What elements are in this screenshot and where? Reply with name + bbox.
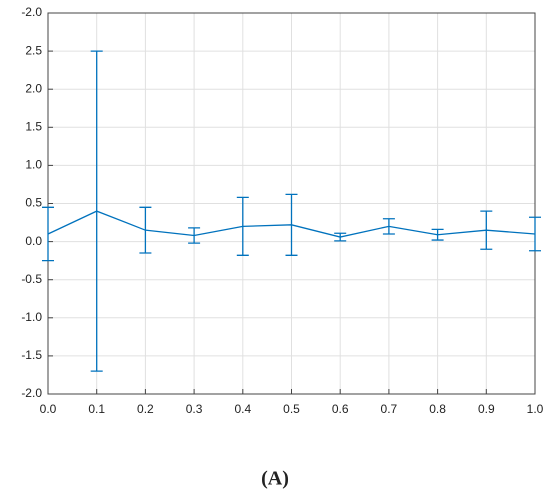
x-tick-label: 0.4 bbox=[234, 402, 251, 416]
y-tick-label: 1.0 bbox=[25, 158, 42, 172]
error-bar bbox=[42, 206, 54, 262]
error-bar bbox=[334, 232, 347, 242]
error-bar bbox=[285, 193, 298, 256]
error-bar bbox=[90, 50, 103, 372]
x-tick-label: 0.0 bbox=[40, 402, 57, 416]
error-bar bbox=[480, 210, 493, 250]
y-tick-label: 0.5 bbox=[25, 196, 42, 210]
y-tick-label: -1.5 bbox=[21, 348, 42, 362]
error-bar bbox=[382, 218, 395, 235]
x-tick-label: 0.6 bbox=[332, 402, 349, 416]
x-tick-label: 0.2 bbox=[137, 402, 154, 416]
y-tick-label: 0.0 bbox=[25, 234, 42, 248]
error-bar bbox=[236, 196, 249, 256]
error-bar bbox=[139, 206, 152, 254]
x-tick-label: 0.3 bbox=[186, 402, 203, 416]
x-tick-label: 0.1 bbox=[88, 402, 105, 416]
x-tick-label: 0.7 bbox=[381, 402, 398, 416]
plot-frame bbox=[47, 12, 536, 395]
error-bar bbox=[431, 228, 444, 241]
x-tick-label: 0.5 bbox=[283, 402, 300, 416]
y-tick-label: -2.0 bbox=[21, 386, 42, 400]
x-tick-label: 1.0 bbox=[527, 402, 544, 416]
y-tick-label: 2.0 bbox=[25, 81, 42, 95]
x-tick-label: 0.8 bbox=[429, 402, 446, 416]
error-bar bbox=[529, 216, 541, 252]
error-bar bbox=[188, 227, 201, 244]
y-tick-label: 2.5 bbox=[25, 43, 42, 57]
y-tick-label: 1.5 bbox=[25, 119, 42, 133]
y-tick-label: -2.0 bbox=[21, 5, 42, 19]
y-tick-label: -1.0 bbox=[21, 310, 42, 324]
x-tick-label: 0.9 bbox=[478, 402, 495, 416]
caption: (A) bbox=[261, 468, 289, 490]
y-tick-label: -0.5 bbox=[21, 272, 42, 286]
